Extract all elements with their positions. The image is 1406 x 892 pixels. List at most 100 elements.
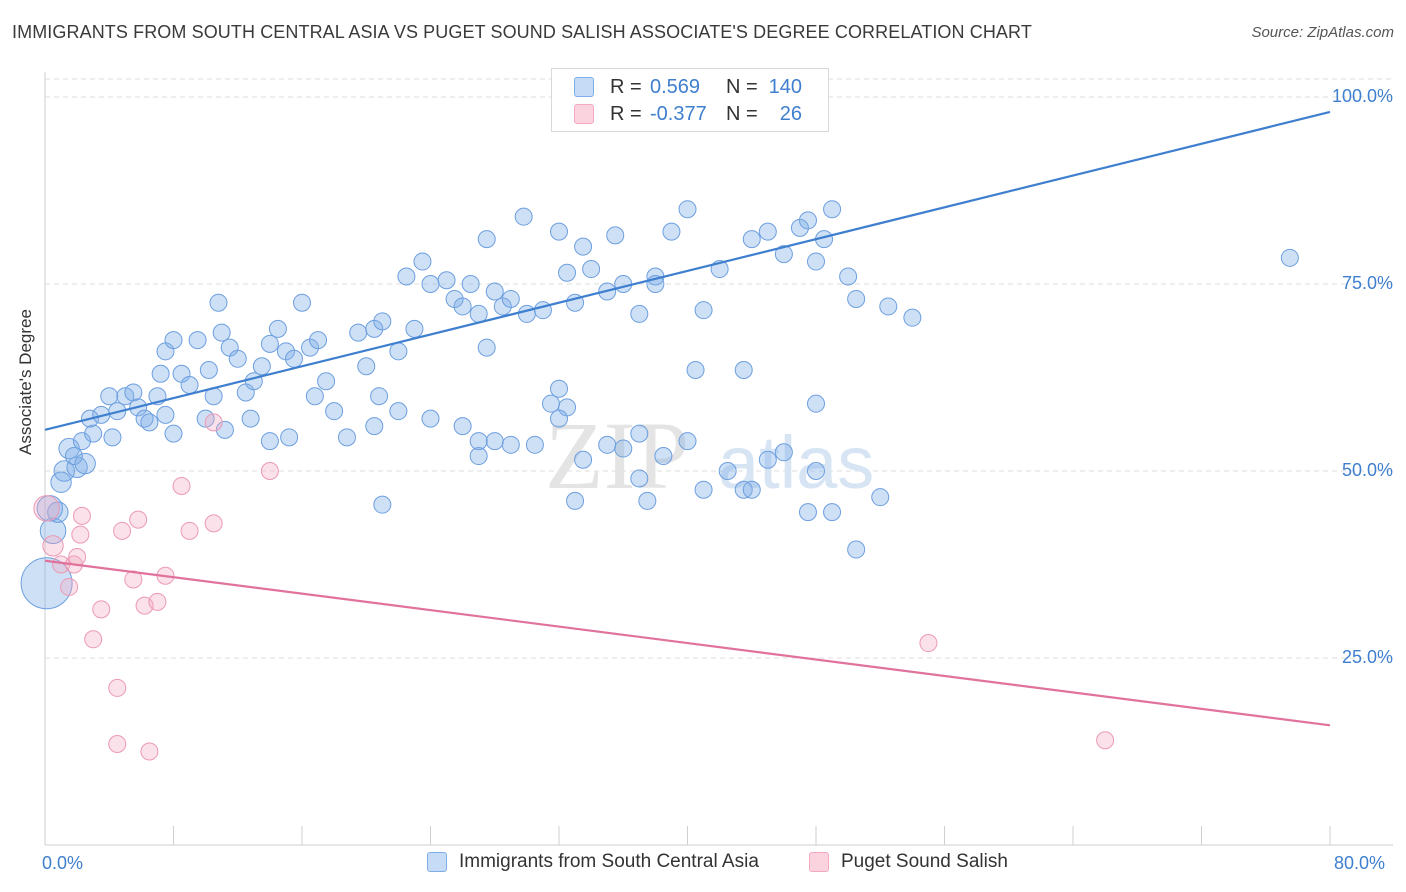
bottom-legend-label-salish: Puget Sound Salish (841, 851, 1008, 872)
legend-r-value: -0.377 (650, 102, 707, 125)
point-immigrants (365, 417, 384, 436)
point-immigrants (156, 405, 175, 424)
point-immigrants (798, 503, 817, 522)
watermark-zip: ZIP (545, 402, 689, 509)
point-immigrants (437, 271, 456, 290)
point-salish (204, 514, 223, 533)
point-immigrants (64, 447, 83, 466)
point-immigrants (758, 222, 777, 241)
point-salish (129, 510, 148, 529)
point-immigrants (823, 503, 842, 522)
point-immigrants (103, 428, 122, 447)
point-immigrants (349, 323, 368, 342)
point-immigrants (839, 267, 858, 286)
chart-title: IMMIGRANTS FROM SOUTH CENTRAL ASIA VS PU… (12, 22, 1032, 42)
point-immigrants (124, 383, 143, 402)
point-immigrants (260, 432, 279, 451)
grid-lines (45, 78, 1393, 659)
point-immigrants (305, 387, 324, 406)
point-immigrants (742, 230, 761, 249)
bottom-legend-immigrants: Immigrants from South Central Asia (427, 851, 759, 873)
point-immigrants (694, 480, 713, 499)
legend-swatch-pink (574, 104, 594, 124)
source-label: Source: ZipAtlas.com (1251, 24, 1394, 41)
point-immigrants (678, 200, 697, 219)
point-salish (113, 521, 132, 540)
point-salish (1096, 731, 1115, 750)
point-salish (180, 521, 199, 540)
point-salish (42, 535, 64, 557)
point-immigrants (284, 349, 303, 368)
y-tick-label: 100.0% (1331, 86, 1393, 106)
point-immigrants (514, 207, 533, 226)
point-immigrants (405, 319, 424, 338)
point-immigrants (871, 488, 890, 507)
point-salish (84, 630, 103, 649)
point-immigrants (337, 428, 356, 447)
point-immigrants (847, 289, 866, 308)
point-immigrants (453, 297, 472, 316)
point-immigrants (74, 452, 96, 475)
point-salish (919, 634, 938, 653)
point-salish (124, 570, 143, 589)
point-immigrants (879, 297, 898, 316)
point-immigrants (558, 263, 577, 282)
point-immigrants (582, 260, 601, 279)
point-immigrants (574, 450, 593, 469)
point-immigrants (847, 540, 866, 559)
point-immigrants (370, 387, 389, 406)
point-immigrants (517, 304, 536, 323)
point-immigrants (1280, 248, 1299, 267)
legend-n-value: 26 (779, 102, 802, 125)
point-immigrants (742, 480, 761, 499)
trend-line-immigrants (44, 110, 1331, 431)
point-immigrants (630, 469, 649, 488)
watermark-atlas: atlas (718, 421, 874, 504)
point-salish (260, 462, 279, 480)
point-immigrants (477, 338, 496, 357)
point-immigrants (140, 413, 159, 432)
point-immigrants (421, 409, 440, 428)
point-immigrants (50, 471, 72, 493)
point-salish (33, 495, 60, 522)
point-immigrants (638, 491, 657, 510)
point-immigrants (215, 420, 234, 439)
point-immigrants (84, 424, 103, 443)
point-immigrants (100, 387, 119, 406)
legend-row-immigrants: R = 0.569 N = 140 (574, 74, 802, 100)
point-immigrants (774, 245, 793, 264)
legend-n-label: N = (726, 75, 758, 98)
point-immigrants (501, 289, 520, 308)
point-immigrants (574, 237, 593, 256)
point-immigrants (228, 349, 247, 368)
point-immigrants (151, 364, 170, 383)
point-immigrants (501, 435, 520, 454)
trend-lines (44, 110, 1331, 727)
point-salish (108, 678, 127, 697)
point-salish (108, 735, 127, 754)
point-salish (140, 742, 159, 761)
point-immigrants (662, 222, 681, 241)
point-immigrants (477, 230, 496, 249)
point-immigrants (550, 222, 568, 241)
point-immigrants (461, 275, 480, 293)
point-immigrants (541, 394, 560, 413)
legend-swatch-blue (574, 77, 594, 97)
point-salish (68, 548, 87, 567)
correlation-legend: R = 0.569 N = 140 R = -0.377 N = 26 (551, 68, 829, 132)
point-immigrants (373, 495, 392, 514)
point-salish (60, 577, 79, 596)
y-axis-label: Associate's Degree (16, 309, 35, 455)
bottom-legend-label-immigrants: Immigrants from South Central Asia (459, 851, 759, 872)
watermark: ZIP atlas (545, 402, 874, 509)
point-immigrants (798, 211, 817, 230)
point-immigrants (734, 361, 753, 380)
point-immigrants (453, 417, 472, 436)
legend-r-label: R = (610, 102, 642, 125)
point-immigrants (469, 432, 488, 451)
legend-n-label: N = (726, 102, 758, 125)
y-tick-label: 75.0% (1341, 273, 1393, 293)
point-salish (92, 600, 111, 619)
point-salish (72, 506, 91, 525)
